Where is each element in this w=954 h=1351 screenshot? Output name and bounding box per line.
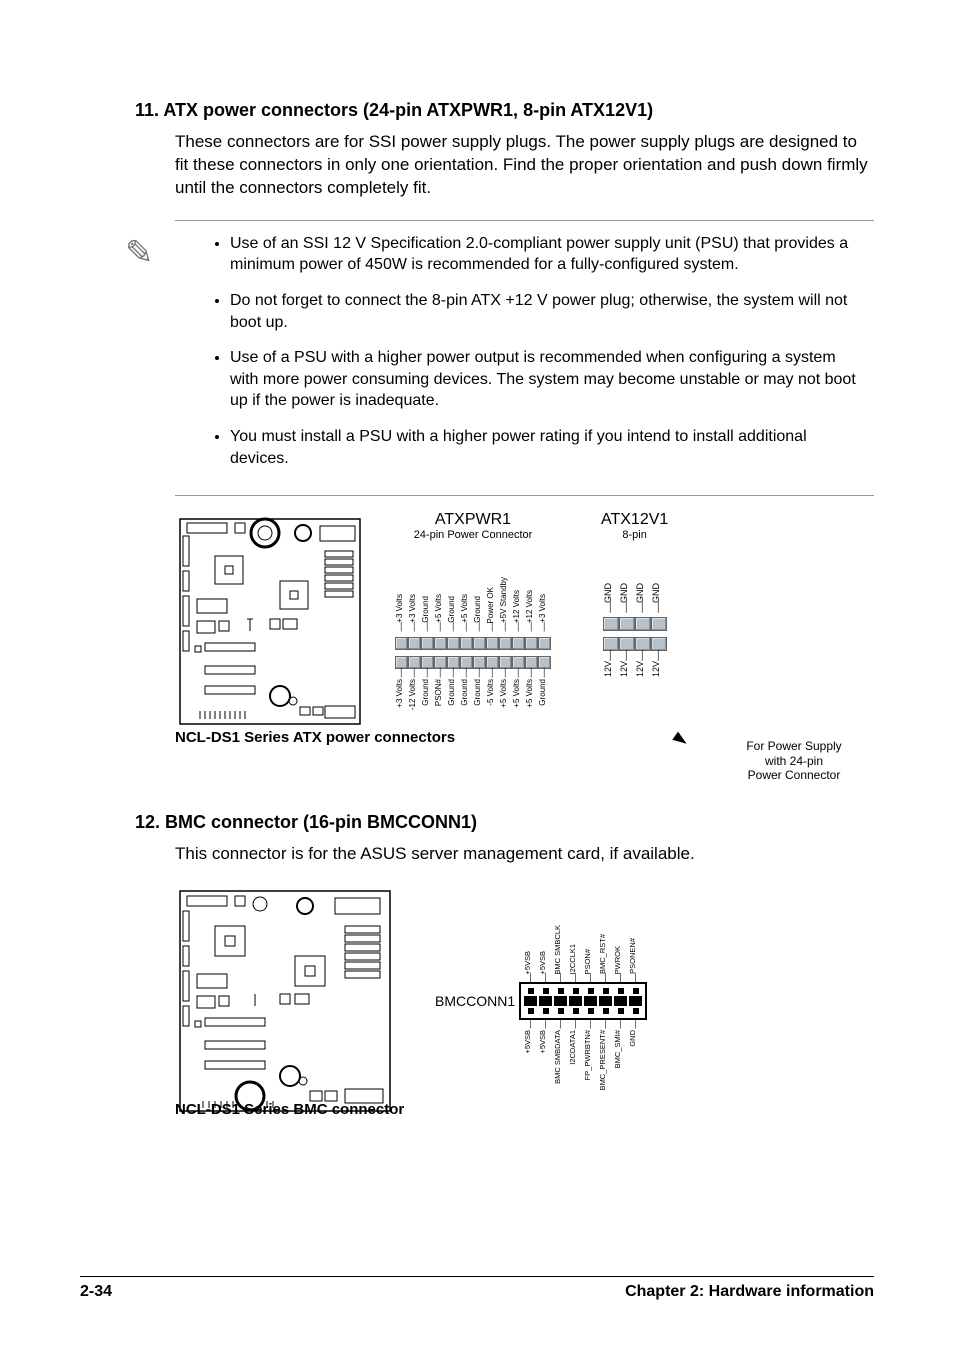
atx12v1-title: ATX12V1	[601, 511, 668, 529]
bmcconn1-connector: BMCCONN1 +5VSB+5VSBBMC SMBCLKI2CCLK1PSON…	[435, 902, 647, 1100]
atx12v1-connector: ATX12V1 8-pin GNDGNDGNDGND ││││ ││││ 12V…	[601, 511, 668, 711]
note-item: You must install a PSU with a higher pow…	[230, 426, 874, 469]
atxpwr1-title: ATXPWR1	[395, 511, 551, 529]
atx8-bottom-labels: 12V12V12V12V	[601, 659, 668, 711]
note-icon: ✎	[125, 233, 154, 273]
chapter-title: Chapter 2: Hardware information	[625, 1283, 874, 1301]
atx-caption: NCL-DS1 Series ATX power connectors	[175, 729, 455, 746]
note-item: Use of an SSI 12 V Specification 2.0-com…	[230, 233, 874, 276]
motherboard-sketch-1	[175, 511, 365, 731]
supply-note-text: For Power Supplywith 24-pinPower Connect…	[746, 739, 841, 782]
bmc-caption: NCL-DS1 Series BMC connector	[175, 1101, 874, 1118]
atxpwr1-connector: ATXPWR1 24-pin Power Connector +3 Volts+…	[395, 511, 551, 749]
atx-diagram: ATXPWR1 24-pin Power Connector +3 Volts+…	[175, 511, 874, 782]
section-11-title: 11. ATX power connectors (24-pin ATXPWR1…	[80, 100, 874, 121]
page-footer: 2-34 Chapter 2: Hardware information	[80, 1276, 874, 1301]
section-11-intro: These connectors are for SSI power suppl…	[80, 131, 874, 200]
section-12-intro: This connector is for the ASUS server ma…	[80, 843, 874, 866]
bmc-diagram: BMCCONN1 +5VSB+5VSBBMC SMBCLKI2CCLK1PSON…	[175, 886, 874, 1118]
note-block: ✎ Use of an SSI 12 V Specification 2.0-c…	[175, 220, 874, 496]
atx8-top-labels: GNDGNDGNDGND	[601, 551, 668, 603]
note-list: Use of an SSI 12 V Specification 2.0-com…	[175, 233, 874, 469]
atx12v1-subtitle: 8-pin	[601, 529, 668, 541]
section-11: 11. ATX power connectors (24-pin ATXPWR1…	[80, 100, 874, 782]
note-item: Do not forget to connect the 8-pin ATX +…	[230, 290, 874, 333]
section-12-title: 12. BMC connector (16-pin BMCCONN1)	[80, 812, 874, 833]
supply-note: For Power Supplywith 24-pinPower Connect…	[714, 739, 874, 782]
section-12: 12. BMC connector (16-pin BMCCONN1) This…	[80, 812, 874, 1118]
bmc-bottom-labels: +5VSB+5VSBBMC SMBDATAI2CDATA1FP_PWRBTN#B…	[523, 1028, 643, 1100]
motherboard-sketch-2	[175, 886, 395, 1116]
connector-group: ATXPWR1 24-pin Power Connector +3 Volts+…	[395, 511, 668, 749]
arrow-icon	[672, 732, 689, 748]
atxpwr1-subtitle: 24-pin Power Connector	[395, 529, 551, 541]
bmcconn1-label: BMCCONN1	[435, 993, 515, 1009]
atx24-top-labels: +3 Volts+3 VoltsGround+5 VoltsGround+5 V…	[395, 551, 551, 623]
bmc-top-labels: +5VSB+5VSBBMC SMBCLKI2CCLK1PSON#BMC_RST#…	[523, 902, 643, 974]
page-number: 2-34	[80, 1283, 112, 1301]
note-item: Use of a PSU with a higher power output …	[230, 347, 874, 412]
